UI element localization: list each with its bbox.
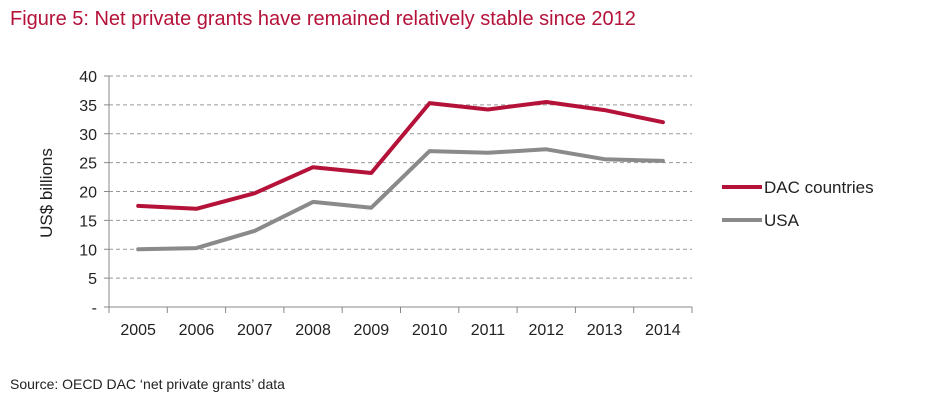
series-line-dac-countries bbox=[136, 100, 665, 211]
axes bbox=[104, 75, 693, 313]
x-tick-label: 2008 bbox=[295, 322, 331, 339]
x-tick-label: 2009 bbox=[354, 322, 390, 339]
series-lines bbox=[136, 100, 665, 252]
series-line-usa bbox=[136, 147, 665, 252]
y-tick-label: - bbox=[92, 300, 97, 317]
x-tick-label: 2005 bbox=[120, 322, 156, 339]
y-tick-label: 30 bbox=[79, 127, 97, 144]
x-tick-label: 2010 bbox=[412, 322, 448, 339]
y-tick-label: 10 bbox=[79, 242, 97, 259]
legend: DAC countries USA bbox=[722, 178, 874, 230]
legend-label: USA bbox=[764, 211, 800, 230]
gridlines bbox=[109, 75, 692, 279]
x-tick-label: 2012 bbox=[528, 322, 564, 339]
y-tick-label: 25 bbox=[79, 156, 97, 173]
x-tick-label: 2013 bbox=[587, 322, 623, 339]
x-tick-label: 2007 bbox=[237, 322, 273, 339]
y-tick-labels: - 5 10 15 20 25 30 35 40 bbox=[79, 69, 97, 317]
y-tick-label: 15 bbox=[79, 213, 97, 230]
x-tick-label: 2011 bbox=[471, 322, 506, 339]
y-axis-label: US$ billions bbox=[37, 148, 56, 238]
x-tick-label: 2006 bbox=[179, 322, 215, 339]
x-tick-label: 2014 bbox=[645, 322, 681, 339]
y-tick-label: 40 bbox=[79, 69, 97, 86]
y-tick-label: 35 bbox=[79, 98, 97, 115]
legend-label: DAC countries bbox=[764, 178, 874, 197]
y-tick-label: 5 bbox=[88, 271, 97, 288]
y-tick-label: 20 bbox=[79, 185, 97, 202]
x-tick-labels: 2005 2006 2007 2008 2009 2010 2011 2012 2013 2014 bbox=[120, 322, 680, 339]
source-note: Source: OECD DAC ‘net private grants’ da… bbox=[10, 376, 285, 392]
chart-title: Figure 5: Net private grants have remain… bbox=[10, 8, 636, 30]
